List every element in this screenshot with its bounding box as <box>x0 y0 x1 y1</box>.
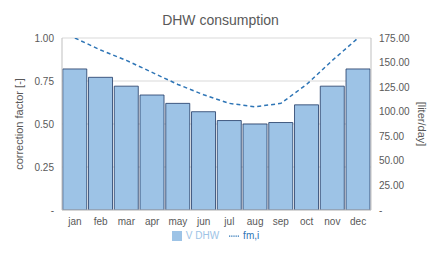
svg-text:sep: sep <box>273 216 290 227</box>
svg-text:0.25: 0.25 <box>35 162 55 173</box>
svg-text:1.00: 1.00 <box>35 33 55 44</box>
svg-text:-: - <box>379 205 382 216</box>
svg-text:125.00: 125.00 <box>379 82 410 93</box>
svg-text:aug: aug <box>247 216 264 227</box>
svg-text:jan: jan <box>67 216 81 227</box>
svg-text:apr: apr <box>145 216 160 227</box>
svg-text:feb: feb <box>94 216 108 227</box>
svg-text:25.00: 25.00 <box>379 180 404 191</box>
svg-text:175.00: 175.00 <box>379 33 410 44</box>
html-text:fm,i: fm,i <box>243 230 260 241</box>
svg-text:mar: mar <box>118 216 136 227</box>
svg-text:150.00: 150.00 <box>379 57 410 68</box>
html-text:V DHW: V DHW <box>185 230 220 241</box>
svg-text:nov: nov <box>324 216 340 227</box>
svg-text:0.75: 0.75 <box>35 76 55 87</box>
svg-text:[liter/day]: [liter/day] <box>416 102 428 147</box>
html-text:DHW consumption: DHW consumption <box>162 12 279 28</box>
svg-text:100.00: 100.00 <box>379 106 410 117</box>
svg-text:correction factor [-]: correction factor [-] <box>13 78 25 170</box>
svg-text:jul: jul <box>223 216 234 227</box>
svg-text:oct: oct <box>300 216 314 227</box>
svg-text:dec: dec <box>350 216 366 227</box>
svg-text:0.50: 0.50 <box>35 119 55 130</box>
svg-text:75.00: 75.00 <box>379 131 404 142</box>
svg-text:50.00: 50.00 <box>379 155 404 166</box>
svg-text:may: may <box>168 216 187 227</box>
svg-text:-: - <box>51 205 54 216</box>
svg-text:jun: jun <box>196 216 210 227</box>
